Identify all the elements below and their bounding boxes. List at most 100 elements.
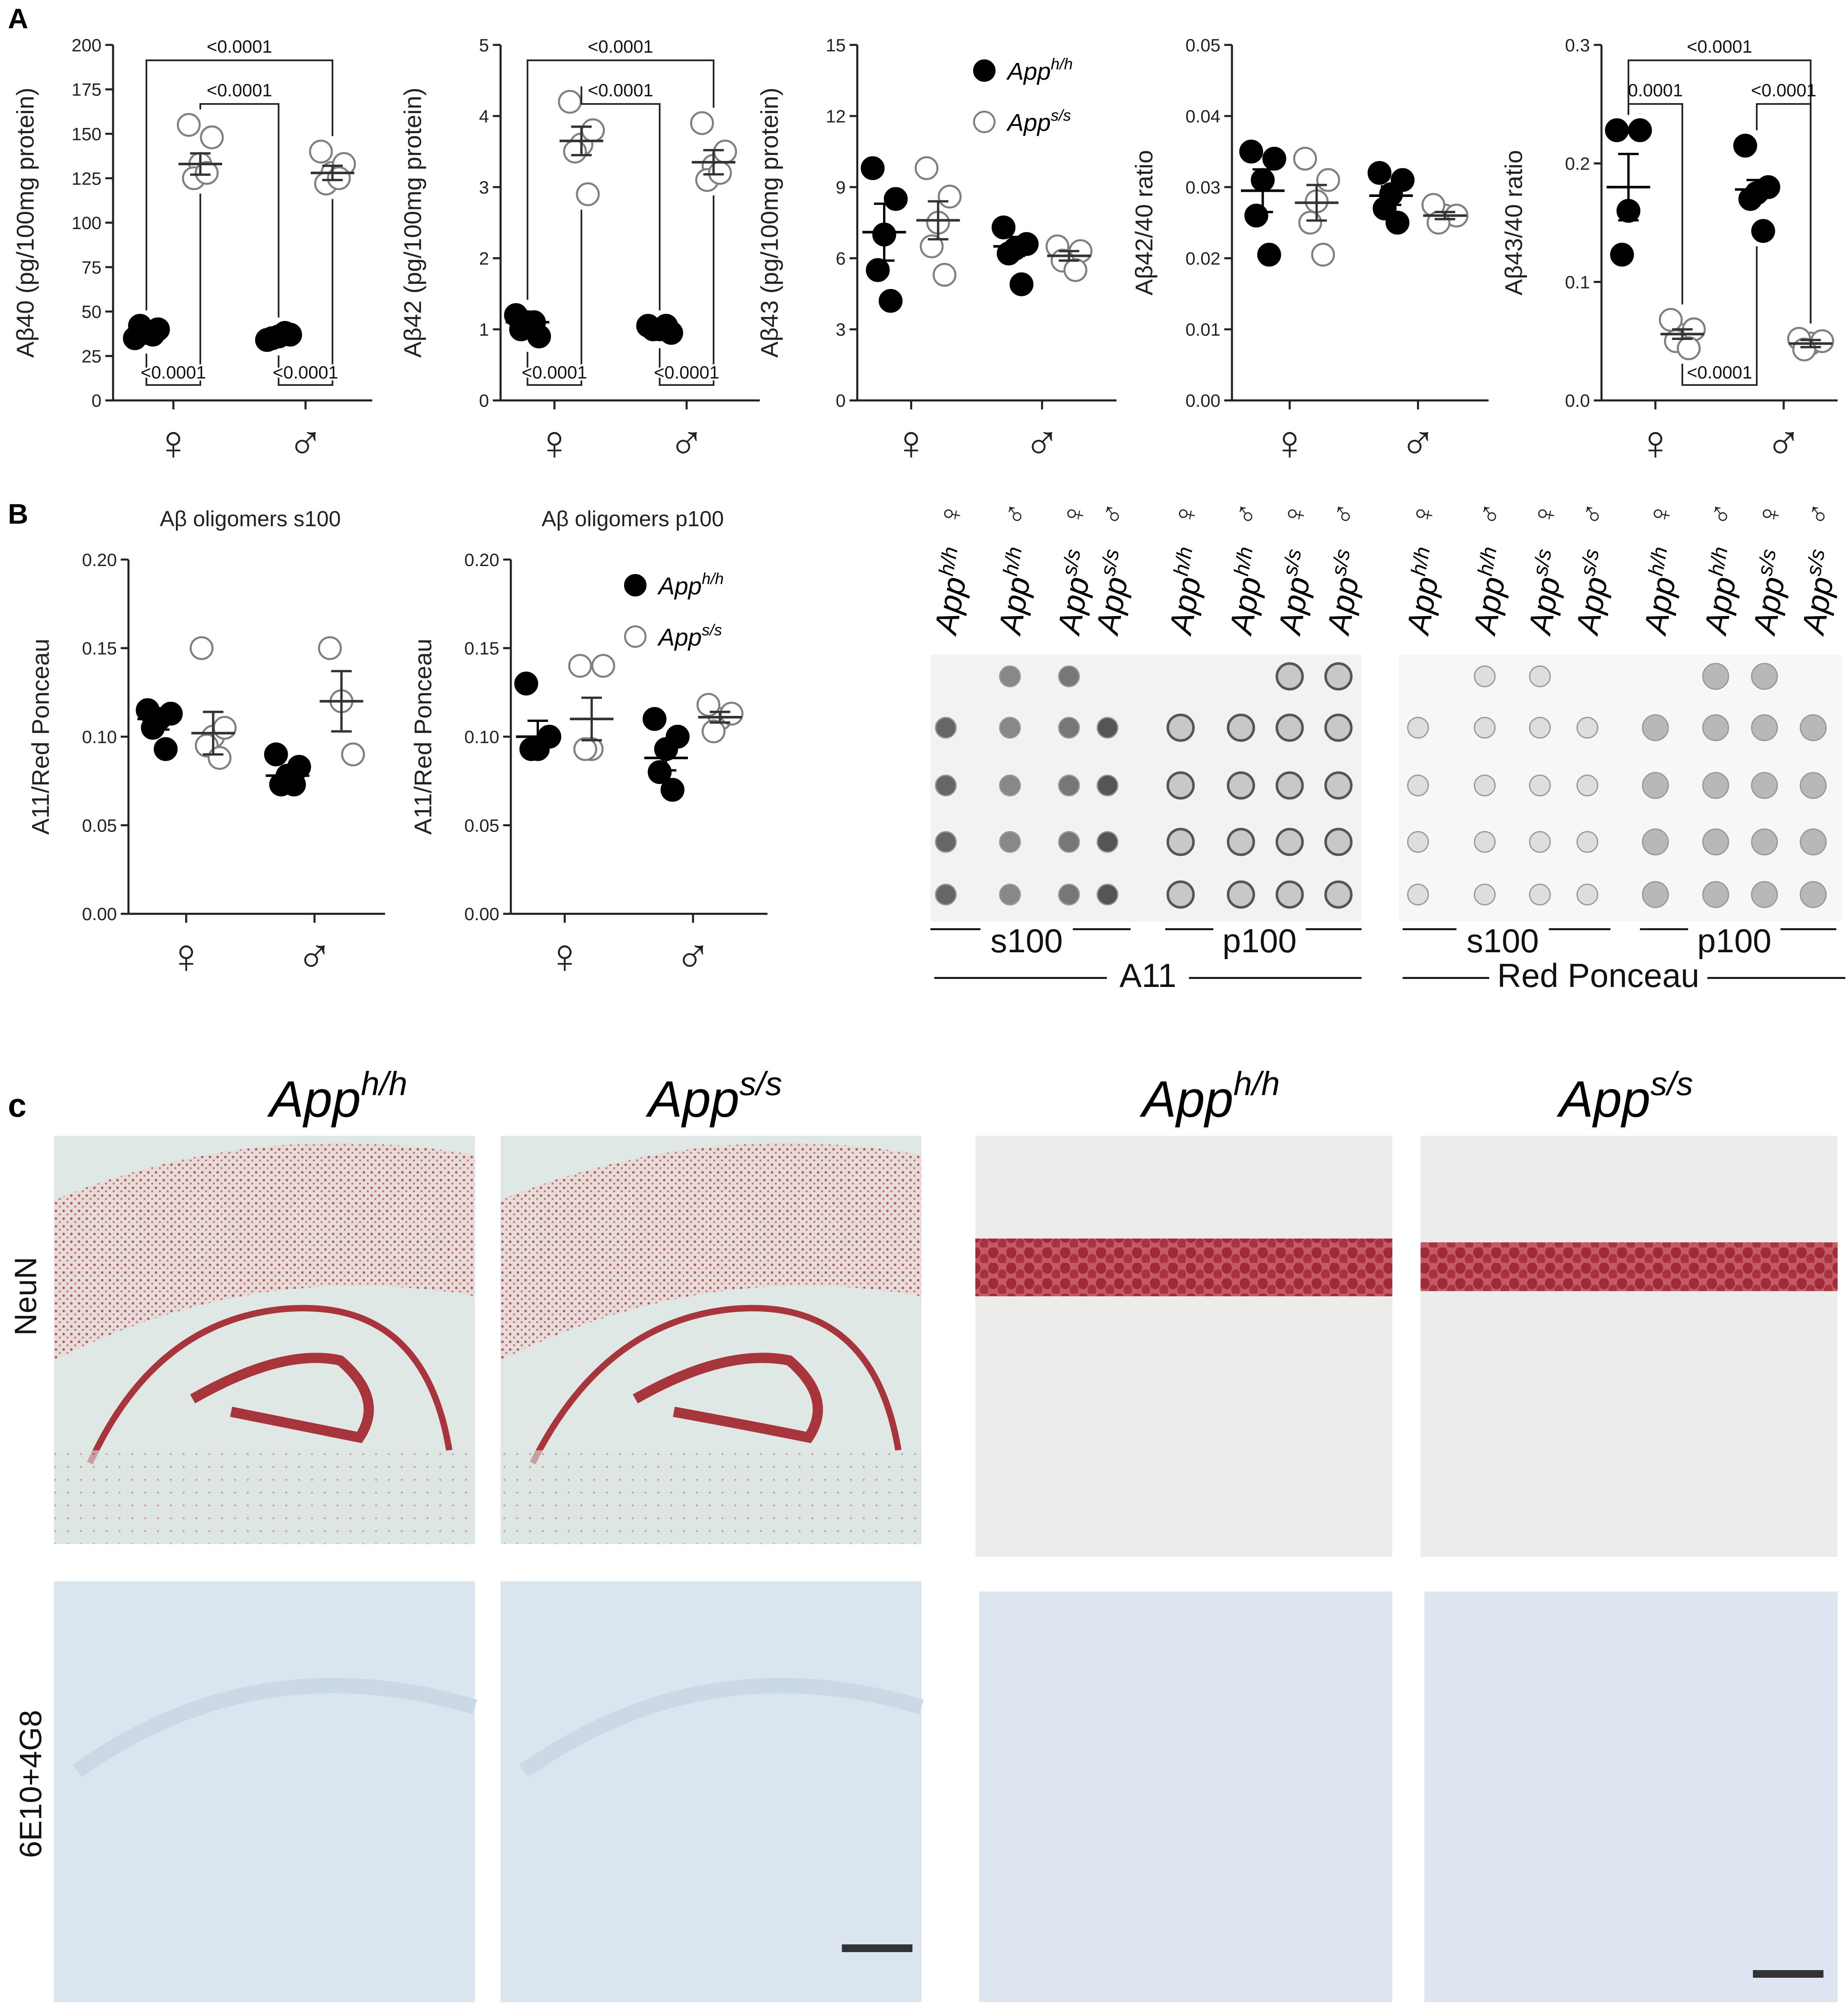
significance-bracket	[527, 59, 714, 300]
tissue-edge	[72, 1678, 477, 1778]
dot-blots	[930, 654, 1843, 922]
data-point	[1239, 140, 1263, 164]
genotype-label: Apph/h	[1463, 545, 1517, 638]
blot-spot	[1226, 880, 1255, 909]
p-value: <0.0001	[654, 362, 720, 382]
y-tick-label: 25	[81, 346, 101, 366]
p-value: <0.0001	[1751, 80, 1816, 100]
blot-spot	[999, 883, 1021, 906]
genotype-label: Apps/s	[1792, 547, 1845, 638]
data-point	[932, 262, 957, 287]
blot-spot	[1473, 883, 1496, 906]
blot-spot	[1702, 828, 1729, 855]
blot-spot	[934, 717, 957, 739]
blot-spot	[934, 883, 957, 906]
blot-spot	[1275, 662, 1304, 691]
genotype-label: Apph/h	[1140, 1064, 1280, 1127]
y-tick-label: 0.00	[464, 904, 500, 924]
data-point	[177, 113, 201, 137]
significance-bracket	[146, 194, 201, 386]
genotype-name: App	[991, 574, 1037, 638]
y-tick-label: 0.3	[1565, 35, 1590, 55]
genotype-name: App	[1006, 58, 1050, 85]
error-bar	[1306, 184, 1327, 222]
data-point	[1262, 146, 1286, 171]
blot-spot	[1576, 831, 1598, 853]
genotype-superscript: h/h	[361, 1064, 407, 1102]
data-point	[1390, 168, 1415, 192]
y-tick-label: 0.04	[1185, 106, 1220, 126]
legend-marker	[624, 625, 647, 648]
cortex	[500, 1143, 922, 1361]
blot-spot	[1058, 883, 1080, 906]
blot-spot	[1473, 831, 1496, 853]
error-bar	[1252, 168, 1273, 213]
dentate-gyrus	[633, 1353, 823, 1443]
significance-bracket	[146, 59, 333, 310]
blot-spot	[1702, 714, 1729, 742]
p-value: <0.0001	[588, 80, 653, 100]
genotype-superscript: s/s	[1058, 547, 1085, 578]
data-point	[341, 742, 365, 766]
sex-symbol: ♂	[1574, 500, 1611, 528]
y-tick-label: 0	[836, 390, 845, 411]
sex-symbol: ♀	[1055, 500, 1093, 528]
blot-spot	[1096, 774, 1119, 796]
genotype-superscript: s/s	[702, 621, 722, 639]
p-value: <0.0001	[273, 362, 338, 382]
blot-spot	[1642, 714, 1669, 742]
error-bar	[649, 327, 670, 332]
error-bar	[202, 710, 223, 756]
genotype-label: Apph/h	[1159, 545, 1213, 638]
blot-spot	[934, 831, 957, 853]
significance-bracket	[199, 103, 280, 318]
sex-symbol: ♀	[1167, 500, 1205, 528]
genotype-label: Apph/h	[657, 569, 724, 600]
genotype-name: App	[1006, 109, 1050, 137]
blot-spot	[1407, 774, 1429, 796]
y-tick-label: 100	[71, 213, 101, 233]
image-panel	[1420, 1136, 1838, 1557]
data-point	[884, 187, 908, 211]
p-value: <0.0001	[1687, 36, 1752, 57]
data-point	[666, 724, 690, 749]
x-tick-label: ♀	[1637, 416, 1673, 470]
data-point	[866, 258, 890, 282]
blot-spot	[934, 774, 957, 796]
data-point	[264, 742, 288, 766]
y-axis-label: Aβ43/40 ratio	[1500, 150, 1527, 295]
error-bar	[1059, 250, 1080, 262]
data-point	[591, 654, 616, 678]
y-tick-label: 1	[479, 319, 489, 340]
error-bar	[190, 152, 211, 176]
error-bar	[1005, 235, 1026, 257]
blot-spot	[999, 665, 1021, 688]
data-point	[1751, 219, 1775, 243]
data-point	[860, 156, 885, 180]
ca-layer	[87, 1305, 452, 1465]
data-point	[1009, 272, 1034, 296]
image-panel	[979, 1591, 1393, 2003]
fraction-label: p100	[1223, 922, 1297, 960]
y-tick-label: 0.05	[1185, 35, 1220, 55]
data-point	[914, 156, 939, 180]
error-bar	[928, 200, 949, 241]
sex-symbol: ♂	[1227, 500, 1265, 528]
genotype-name: App	[657, 572, 702, 600]
data-point	[920, 234, 944, 259]
data-point	[1244, 203, 1268, 228]
dentate-gyrus	[190, 1353, 374, 1443]
error-bar	[874, 203, 895, 262]
y-tick-label: 3	[836, 319, 845, 340]
blot-spot	[1800, 714, 1827, 742]
row-label: 6E10+4G8	[14, 1710, 48, 1858]
pyramidal-layer	[975, 1238, 1393, 1297]
y-tick-label: 50	[81, 302, 101, 322]
genotype-name: App	[1568, 574, 1614, 638]
y-axis-label: A11/Red Ponceau	[409, 639, 437, 835]
genotype-name: App	[1399, 574, 1445, 638]
data-point	[702, 719, 726, 743]
blot-spot	[1751, 714, 1778, 742]
data-point	[563, 140, 587, 164]
x-tick-label: ♀	[155, 416, 191, 470]
